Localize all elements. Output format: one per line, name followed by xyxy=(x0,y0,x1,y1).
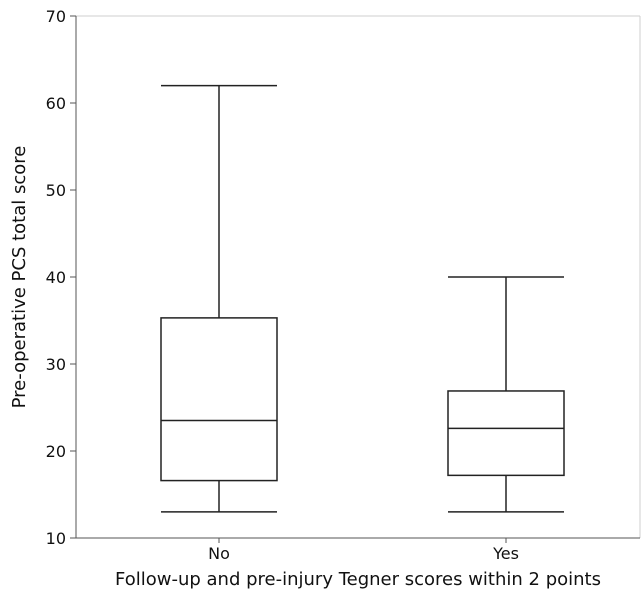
x-tick-label-yes: Yes xyxy=(492,544,519,563)
x-tick-label-no: No xyxy=(208,544,230,563)
y-axis-title: Pre-operative PCS total score xyxy=(9,146,30,409)
y-tick-label: 70 xyxy=(46,7,66,26)
y-tick-label: 30 xyxy=(46,355,66,374)
x-axis: No Yes xyxy=(76,537,640,563)
iqr-box xyxy=(160,317,278,482)
boxes xyxy=(160,84,565,513)
x-axis-title: Follow-up and pre-injury Tegner scores w… xyxy=(115,569,601,590)
y-tick-label: 10 xyxy=(46,529,66,548)
y-tick-label: 40 xyxy=(46,268,66,287)
y-tick-label: 50 xyxy=(46,181,66,200)
box-group-yes xyxy=(447,276,565,513)
box-group-no xyxy=(160,84,278,513)
iqr-box xyxy=(447,390,565,477)
plot-frame xyxy=(76,15,641,538)
y-axis: 10 20 30 40 50 60 70 xyxy=(46,7,77,548)
y-tick-label: 60 xyxy=(46,94,66,113)
y-tick-label: 20 xyxy=(46,442,66,461)
